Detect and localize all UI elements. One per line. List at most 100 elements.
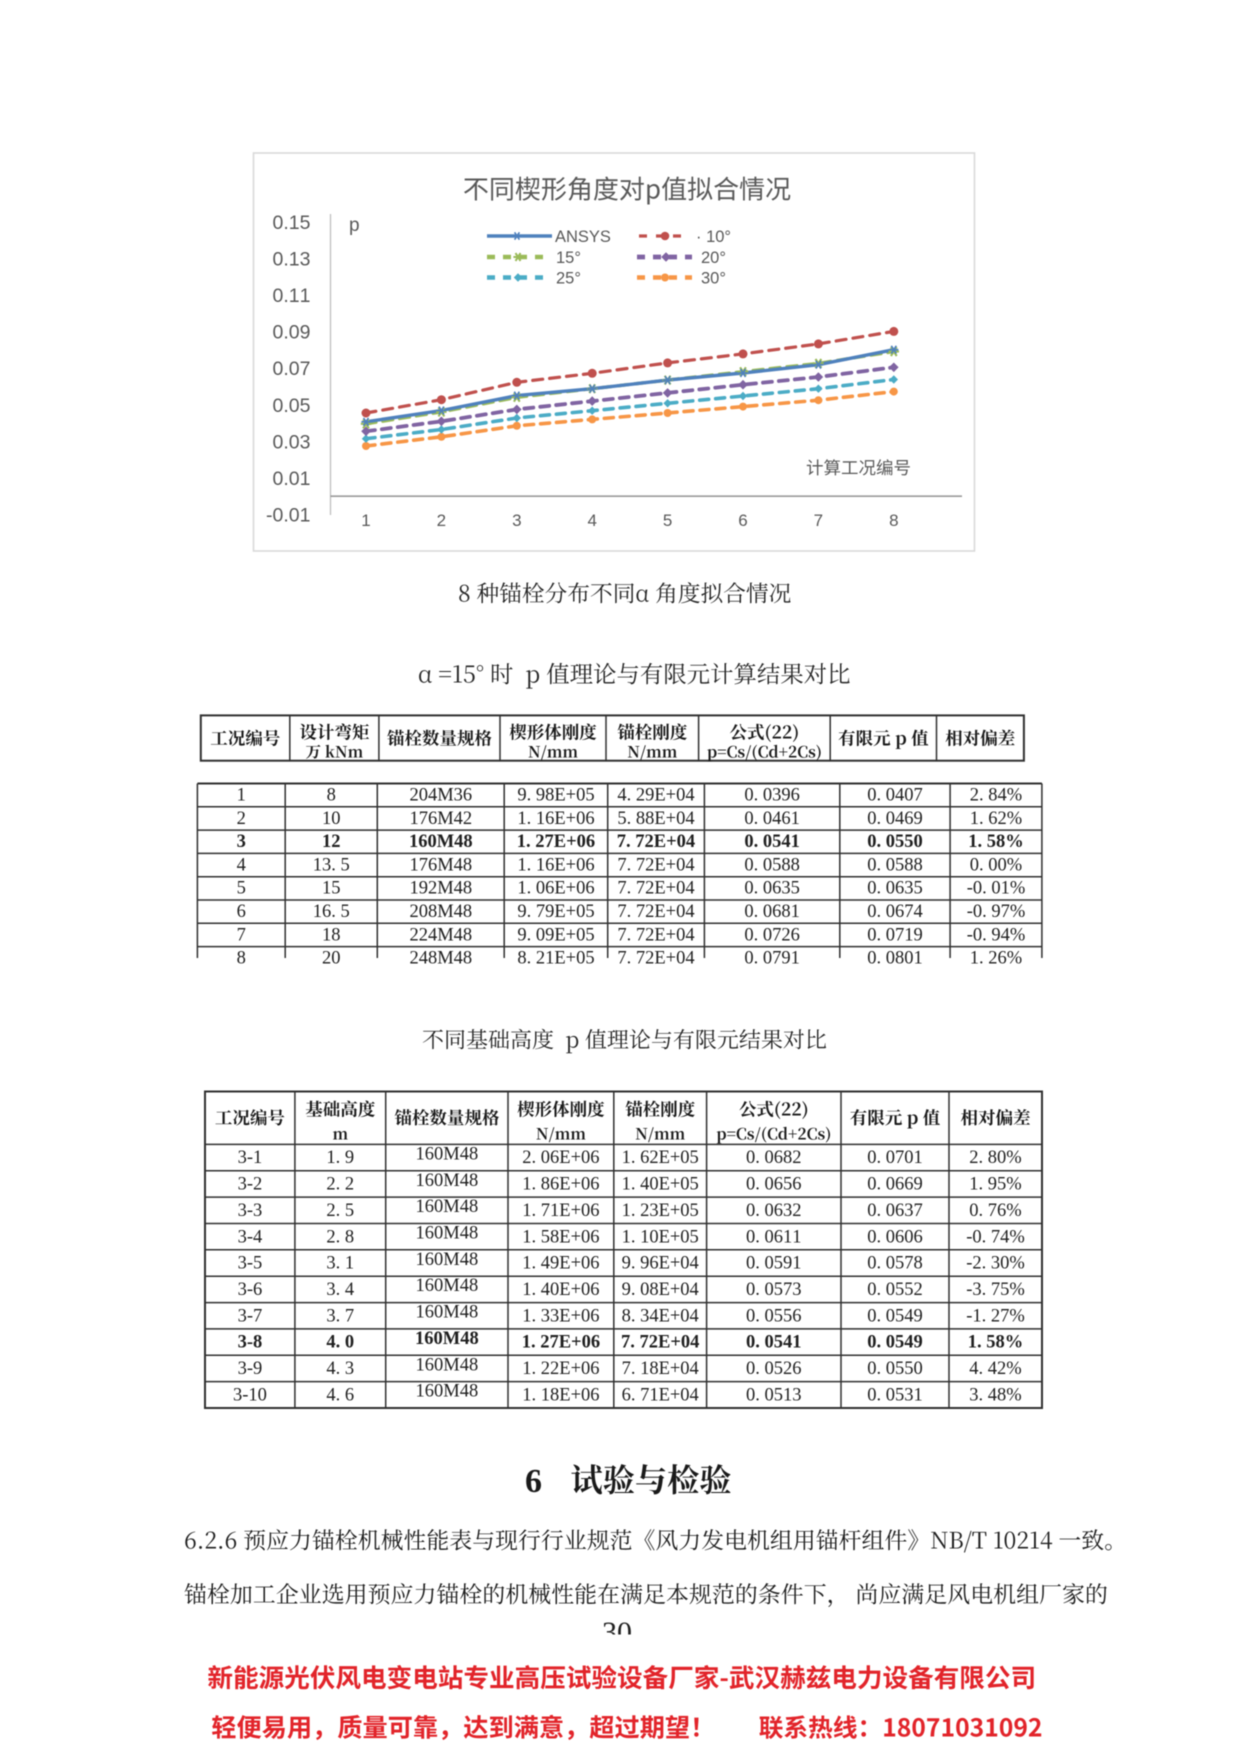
svg-text:160M48: 160M48 <box>416 1224 479 1244</box>
svg-text:2. 2: 2. 2 <box>326 1175 354 1195</box>
svg-text:2. 5: 2. 5 <box>326 1201 354 1221</box>
svg-text:2. 8: 2. 8 <box>326 1227 354 1247</box>
svg-text:1. 33E+06: 1. 33E+06 <box>522 1306 599 1326</box>
svg-text:20: 20 <box>322 949 341 969</box>
svg-text:-0. 97%: -0. 97% <box>967 902 1026 922</box>
svg-text:7: 7 <box>237 925 246 945</box>
svg-text:1. 58%: 1. 58% <box>968 1333 1024 1353</box>
svg-text:-2. 30%: -2. 30% <box>966 1254 1025 1274</box>
svg-text:1. 16E+06: 1. 16E+06 <box>517 809 594 829</box>
svg-text:4. 42%: 4. 42% <box>969 1359 1021 1379</box>
svg-text:7: 7 <box>814 511 823 530</box>
svg-text:0.03: 0.03 <box>273 431 311 453</box>
svg-text:2: 2 <box>237 809 246 829</box>
svg-text:2. 06E+06: 2. 06E+06 <box>522 1148 599 1168</box>
svg-text:160M48: 160M48 <box>415 1329 479 1349</box>
svg-text:1. 22E+06: 1. 22E+06 <box>522 1359 599 1379</box>
svg-text:0. 0407: 0. 0407 <box>867 786 923 806</box>
svg-text:0. 0669: 0. 0669 <box>867 1175 923 1195</box>
svg-text:1. 26%: 1. 26% <box>970 949 1022 969</box>
svg-text:18: 18 <box>322 925 341 945</box>
svg-text:7. 72E+04: 7. 72E+04 <box>617 925 694 945</box>
svg-text:0. 0549: 0. 0549 <box>867 1306 923 1326</box>
svg-text:3-7: 3-7 <box>238 1306 263 1326</box>
svg-text:1. 62%: 1. 62% <box>970 809 1022 829</box>
svg-text:0. 0726: 0. 0726 <box>744 925 800 945</box>
svg-text:1. 58%: 1. 58% <box>968 832 1024 852</box>
svg-text:4. 29E+04: 4. 29E+04 <box>617 786 694 806</box>
svg-text:0. 0526: 0. 0526 <box>746 1359 802 1379</box>
svg-text:160M48: 160M48 <box>416 1197 479 1217</box>
svg-text:25°: 25° <box>556 269 581 287</box>
svg-text:8: 8 <box>327 786 336 806</box>
svg-text:0. 0606: 0. 0606 <box>867 1227 923 1247</box>
svg-text:6: 6 <box>525 1463 542 1500</box>
svg-text:9. 08E+04: 9. 08E+04 <box>622 1280 699 1300</box>
svg-text:3-5: 3-5 <box>238 1254 263 1274</box>
svg-text:16. 5: 16. 5 <box>313 902 350 922</box>
svg-text:208M48: 208M48 <box>409 902 472 922</box>
svg-text:2. 80%: 2. 80% <box>969 1148 1021 1168</box>
svg-text:0. 76%: 0. 76% <box>969 1201 1021 1221</box>
svg-text:0. 0701: 0. 0701 <box>867 1148 923 1168</box>
svg-text:0. 0513: 0. 0513 <box>746 1385 802 1405</box>
svg-text:3-2: 3-2 <box>238 1175 263 1195</box>
svg-text:-0. 94%: -0. 94% <box>967 925 1026 945</box>
svg-text:0. 0656: 0. 0656 <box>746 1175 802 1195</box>
svg-text:0. 0556: 0. 0556 <box>746 1306 802 1326</box>
svg-text:0. 0461: 0. 0461 <box>744 809 800 829</box>
svg-text:8: 8 <box>889 511 898 530</box>
svg-text:7. 72E+04: 7. 72E+04 <box>617 949 694 969</box>
svg-text:3. 4: 3. 4 <box>326 1280 354 1300</box>
svg-text:176M42: 176M42 <box>409 809 472 829</box>
svg-text:0. 0469: 0. 0469 <box>867 809 923 829</box>
svg-text:0. 0578: 0. 0578 <box>867 1254 923 1274</box>
svg-text:3-9: 3-9 <box>238 1359 263 1379</box>
svg-text:5. 88E+04: 5. 88E+04 <box>617 809 694 829</box>
svg-text:0. 0719: 0. 0719 <box>867 925 923 945</box>
svg-text:9. 09E+05: 9. 09E+05 <box>517 925 594 945</box>
svg-text:0. 0588: 0. 0588 <box>867 855 923 875</box>
svg-text:1. 95%: 1. 95% <box>969 1175 1021 1195</box>
svg-text:0. 0573: 0. 0573 <box>746 1280 802 1300</box>
svg-text:7. 72E+04: 7. 72E+04 <box>617 902 694 922</box>
svg-text:3-6: 3-6 <box>238 1280 263 1300</box>
svg-text:1. 06E+06: 1. 06E+06 <box>517 879 594 899</box>
svg-text:0. 0674: 0. 0674 <box>867 902 923 922</box>
svg-text:160M48: 160M48 <box>416 1171 479 1191</box>
svg-text:224M48: 224M48 <box>409 925 472 945</box>
svg-text:4. 6: 4. 6 <box>326 1385 354 1405</box>
svg-text:5: 5 <box>663 511 672 530</box>
svg-text:0.09: 0.09 <box>273 322 311 344</box>
svg-text:13. 5: 13. 5 <box>313 855 350 875</box>
svg-text:6: 6 <box>738 511 747 530</box>
svg-text:0. 0611: 0. 0611 <box>746 1227 802 1247</box>
svg-text:1. 16E+06: 1. 16E+06 <box>517 855 594 875</box>
svg-text:0. 0635: 0. 0635 <box>867 879 923 899</box>
svg-text:160M48: 160M48 <box>416 1355 479 1375</box>
svg-text:0. 0541: 0. 0541 <box>746 1333 802 1353</box>
svg-text:3-3: 3-3 <box>238 1201 263 1221</box>
svg-text:7. 72E+04: 7. 72E+04 <box>617 832 695 852</box>
svg-text:7. 72E+04: 7. 72E+04 <box>621 1333 699 1353</box>
svg-text:p: p <box>349 215 360 236</box>
svg-text:0.15: 0.15 <box>273 212 311 234</box>
svg-text:-1. 27%: -1. 27% <box>966 1306 1025 1326</box>
svg-text:1. 62E+05: 1. 62E+05 <box>622 1148 699 1168</box>
svg-text:0. 0396: 0. 0396 <box>744 786 800 806</box>
svg-text:176M48: 176M48 <box>409 855 472 875</box>
svg-text:3-8: 3-8 <box>238 1333 263 1353</box>
svg-text:· 10°: · 10° <box>696 228 731 246</box>
svg-text:248M48: 248M48 <box>409 949 472 969</box>
svg-text:15: 15 <box>322 879 341 899</box>
svg-text:1. 71E+06: 1. 71E+06 <box>522 1201 599 1221</box>
svg-text:0. 0531: 0. 0531 <box>867 1385 923 1405</box>
svg-text:1. 86E+06: 1. 86E+06 <box>522 1175 599 1195</box>
svg-text:20°: 20° <box>701 249 726 267</box>
svg-text:0. 0637: 0. 0637 <box>867 1201 923 1221</box>
svg-text:0. 0588: 0. 0588 <box>744 855 800 875</box>
svg-text:3. 48%: 3. 48% <box>969 1385 1021 1405</box>
svg-text:-3. 75%: -3. 75% <box>966 1280 1025 1300</box>
svg-text:204M36: 204M36 <box>409 786 472 806</box>
svg-text:8: 8 <box>237 949 246 969</box>
